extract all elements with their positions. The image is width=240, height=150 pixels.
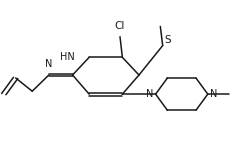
Text: HN: HN (60, 52, 75, 62)
Text: N: N (210, 89, 217, 99)
Text: N: N (45, 59, 53, 69)
Text: Cl: Cl (115, 21, 125, 31)
Text: S: S (164, 35, 170, 45)
Text: N: N (146, 89, 153, 99)
